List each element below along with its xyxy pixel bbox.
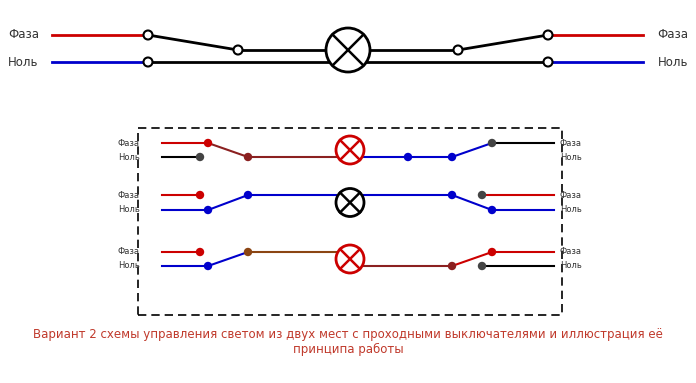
- Circle shape: [205, 139, 212, 147]
- Circle shape: [244, 154, 251, 160]
- Circle shape: [143, 57, 152, 67]
- Circle shape: [196, 192, 203, 198]
- Text: Фаза: Фаза: [118, 190, 140, 200]
- Circle shape: [448, 262, 455, 270]
- Text: Фаза: Фаза: [560, 139, 582, 147]
- Circle shape: [448, 154, 455, 160]
- Text: Ноль: Ноль: [658, 56, 688, 69]
- Text: Ноль: Ноль: [118, 206, 140, 214]
- Text: Фаза: Фаза: [8, 28, 39, 41]
- Text: Ноль: Ноль: [8, 56, 38, 69]
- Text: Ноль: Ноль: [118, 262, 140, 270]
- Circle shape: [544, 31, 553, 39]
- Bar: [138, 128, 562, 315]
- Text: Ноль: Ноль: [560, 262, 582, 270]
- Circle shape: [233, 46, 242, 54]
- Text: Ноль: Ноль: [560, 206, 582, 214]
- Circle shape: [244, 192, 251, 198]
- Text: Фаза: Фаза: [118, 247, 140, 257]
- Text: Фаза: Фаза: [560, 247, 582, 257]
- Circle shape: [454, 46, 463, 54]
- Circle shape: [489, 139, 496, 147]
- Text: Ноль: Ноль: [118, 152, 140, 162]
- Circle shape: [489, 206, 496, 213]
- Text: Фаза: Фаза: [657, 28, 688, 41]
- Circle shape: [196, 154, 203, 160]
- Circle shape: [479, 192, 486, 198]
- Circle shape: [479, 262, 486, 270]
- Circle shape: [489, 249, 496, 255]
- Circle shape: [336, 245, 364, 273]
- Circle shape: [336, 188, 364, 216]
- Circle shape: [326, 28, 370, 72]
- Circle shape: [143, 31, 152, 39]
- Circle shape: [205, 206, 212, 213]
- Circle shape: [404, 154, 411, 160]
- Circle shape: [244, 249, 251, 255]
- Text: Ноль: Ноль: [560, 152, 582, 162]
- Circle shape: [544, 57, 553, 67]
- Circle shape: [205, 262, 212, 270]
- Text: Вариант 2 схемы управления светом из двух мест с проходными выключателями и иллю: Вариант 2 схемы управления светом из дву…: [33, 328, 663, 356]
- Circle shape: [448, 192, 455, 198]
- Circle shape: [336, 136, 364, 164]
- Text: Фаза: Фаза: [118, 139, 140, 147]
- Text: Фаза: Фаза: [560, 190, 582, 200]
- Circle shape: [196, 249, 203, 255]
